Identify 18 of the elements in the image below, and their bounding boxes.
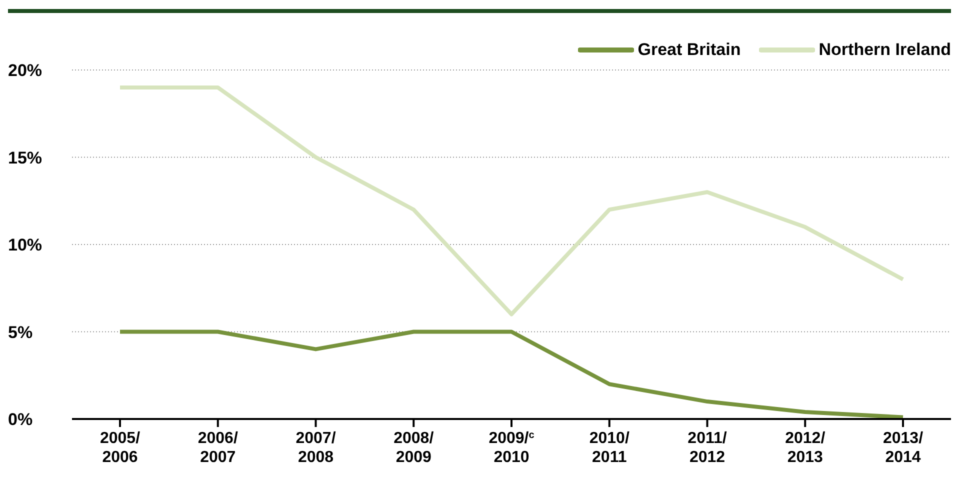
- x-tick-label: 2007/ 2008: [296, 430, 336, 466]
- x-tick-label: 2008/ 2009: [394, 430, 434, 466]
- legend-label: Northern Ireland: [818, 40, 951, 60]
- y-tick-label: 20%: [8, 61, 42, 80]
- y-tick-label: 0%: [8, 410, 33, 430]
- y-tick-label: 15%: [8, 148, 42, 168]
- x-tick-label: 2005/ 2006: [100, 430, 141, 466]
- legend-label: Great Britain: [636, 40, 741, 60]
- line-series: [118, 85, 905, 316]
- x-tick-label: 2013/ 2014: [882, 430, 924, 466]
- line-series: [118, 330, 905, 419]
- y-tick-label: 5%: [8, 322, 33, 342]
- x-tick-label: 2011/ 2012: [688, 430, 728, 466]
- x-tick-label: 2012/ 2013: [785, 430, 826, 466]
- x-tick-label: 2010/ 2011: [589, 430, 630, 466]
- y-tick-label: 10%: [8, 236, 42, 255]
- x-tick-label: 2006/ 2007: [198, 430, 238, 466]
- x-tick-label: 2009/$^{c}$ 2010: [488, 430, 535, 466]
